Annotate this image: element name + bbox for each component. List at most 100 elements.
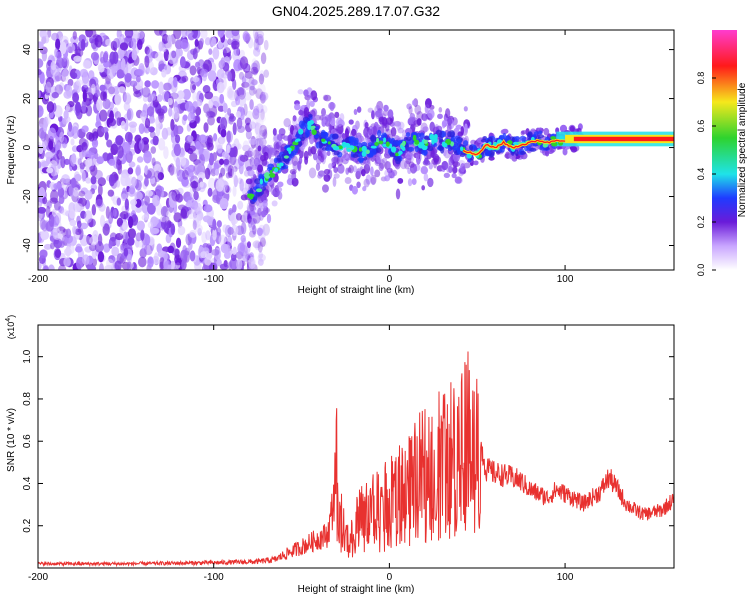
ridge-core: [484, 149, 491, 157]
noise-blob: [119, 211, 129, 220]
noise-blob: [217, 105, 225, 112]
ridge-core: [469, 144, 474, 152]
noise-blob: [161, 33, 169, 44]
ridge-core: [403, 136, 409, 141]
ridge-core: [424, 135, 429, 141]
noise-blob: [173, 124, 179, 137]
noise-blob: [112, 208, 117, 217]
noise-blob: [161, 69, 167, 78]
noise-blob: [242, 144, 251, 152]
noise-blob: [78, 190, 86, 197]
ridge-halo: [543, 127, 550, 136]
ridge-halo: [422, 115, 428, 122]
ridge-halo: [308, 93, 312, 103]
noise-blob: [168, 195, 177, 208]
noise-blob: [100, 91, 107, 101]
noise-blob: [171, 50, 177, 59]
noise-blob: [84, 210, 93, 224]
noise-blob: [69, 219, 77, 227]
ridge-halo: [443, 172, 451, 179]
ridge-peak: [274, 167, 279, 173]
noise-blob: [68, 121, 73, 132]
noise-blob: [123, 92, 132, 105]
ridge-halo: [422, 159, 431, 166]
ridge-halo: [272, 127, 277, 136]
ridge-halo: [562, 148, 568, 156]
spectrogram-marks: [38, 30, 674, 270]
noise-blob: [135, 68, 144, 76]
ridge-halo: [276, 186, 283, 193]
noise-blob: [203, 103, 210, 114]
noise-blob: [232, 247, 237, 255]
noise-blob: [141, 86, 151, 98]
ridge-core: [321, 147, 327, 151]
noise-blob: [189, 65, 197, 76]
ridge-halo: [384, 169, 392, 178]
noise-blob: [124, 72, 132, 83]
noise-blob: [131, 176, 137, 187]
noise-blob: [177, 225, 186, 236]
ridge-halo: [315, 114, 321, 121]
noise-blob: [186, 209, 196, 220]
noise-blob: [40, 230, 50, 241]
noise-blob: [199, 181, 204, 188]
noise-blob: [260, 93, 267, 103]
noise-blob: [173, 76, 178, 88]
ridge-halo: [438, 107, 443, 113]
noise-blob: [97, 183, 103, 197]
noise-blob: [242, 140, 250, 151]
ridge-core: [329, 140, 335, 145]
ridge-peak: [395, 152, 399, 157]
ridge-halo: [315, 162, 321, 171]
noise-blob: [126, 261, 132, 270]
noise-blob: [46, 101, 55, 113]
noise-blob: [143, 150, 152, 164]
ridge-core: [283, 157, 289, 163]
noise-blob: [260, 104, 268, 114]
noise-blob: [138, 139, 145, 151]
noise-blob: [75, 79, 83, 87]
noise-blob: [63, 110, 69, 120]
noise-blob: [74, 228, 82, 236]
noise-blob: [97, 251, 105, 263]
ridge-core: [438, 145, 444, 152]
noise-blob: [144, 195, 150, 206]
ridge-halo: [422, 126, 429, 133]
noise-blob: [120, 173, 128, 187]
noise-blob: [227, 71, 232, 82]
ridge-halo: [266, 213, 272, 224]
ridge-peak: [279, 162, 284, 167]
snr-y-label: SNR (10 * v/v): [6, 408, 17, 472]
noise-blob: [263, 128, 268, 140]
noise-blob: [38, 198, 43, 207]
ridge-halo: [252, 224, 257, 235]
noise-blob: [99, 109, 108, 122]
noise-blob: [74, 173, 82, 182]
x-tick-label: 0: [387, 274, 393, 285]
noise-blob: [136, 156, 144, 163]
y-tick-label: 20: [22, 93, 33, 105]
noise-blob: [219, 59, 225, 69]
ridge-peak: [256, 188, 263, 193]
noise-blob: [87, 264, 97, 270]
ridge-halo: [255, 198, 263, 209]
snr-x-ticks: -200 -100 0 100: [28, 325, 574, 583]
ridge-halo: [323, 94, 332, 102]
noise-blob: [157, 137, 166, 151]
noise-blob: [75, 101, 82, 114]
ridge-halo: [253, 157, 261, 167]
noise-blob: [171, 189, 181, 202]
ridge-halo: [385, 117, 393, 125]
ridge-halo: [413, 120, 421, 127]
noise-blob: [109, 110, 114, 123]
noise-blob: [138, 256, 147, 268]
noise-blob: [108, 86, 116, 95]
noise-blob: [175, 48, 181, 59]
ridge-halo: [365, 160, 371, 169]
snr-y-multiplier: (x104): [5, 315, 16, 339]
ridge-halo: [423, 173, 429, 182]
noise-blob: [184, 101, 194, 112]
noise-blob: [251, 62, 258, 71]
noise-blob: [245, 129, 252, 140]
noise-blob: [104, 131, 109, 141]
